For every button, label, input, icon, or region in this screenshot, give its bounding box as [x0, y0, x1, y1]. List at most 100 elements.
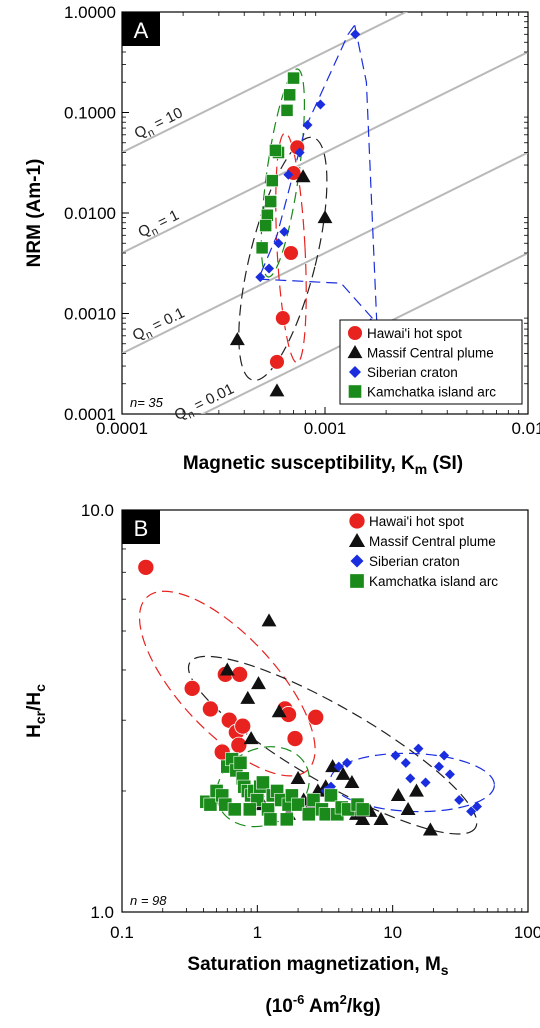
data-point [255, 241, 269, 255]
x-tick-label: 1 [253, 923, 262, 942]
sample-count-b: n = 98 [130, 893, 167, 908]
legend-label: Kamchatka island arc [367, 385, 496, 400]
sample-count-a: n= 35 [130, 395, 164, 410]
data-point [201, 700, 219, 718]
data-point [251, 676, 266, 690]
data-point [280, 104, 294, 117]
legend-b: Hawai'i hot spot Massif Central plume Sibe… [348, 512, 498, 589]
data-points-b [137, 558, 483, 836]
legend-marker [348, 532, 366, 548]
data-point [255, 272, 266, 283]
y-tick-label: 0.0100 [64, 204, 116, 223]
data-point [290, 770, 306, 784]
legend-marker [347, 325, 363, 341]
y-tick-label: 1.0000 [64, 3, 116, 22]
q-line [122, 51, 528, 254]
legend-label: Kamchatka island arc [369, 574, 498, 589]
legend-label: Massif Central plume [367, 346, 494, 361]
data-point [444, 769, 455, 780]
legend-marker [348, 512, 366, 530]
legend-label: Hawai'i hot spot [369, 514, 464, 529]
legend-marker [347, 345, 363, 359]
data-point [279, 812, 294, 827]
data-point [400, 801, 416, 815]
envelope [275, 132, 307, 364]
data-point [344, 775, 360, 789]
data-point [420, 777, 431, 788]
data-point [233, 755, 248, 770]
data-point [405, 773, 416, 784]
data-point [355, 802, 370, 817]
data-point [318, 807, 333, 822]
x-axis-label-b: Saturation magnetization, Ms [187, 954, 448, 978]
panel-label-box-b [122, 510, 160, 544]
data-point [283, 88, 297, 102]
plot-frame-b [121, 509, 529, 913]
data-point [294, 147, 305, 158]
data-point [265, 174, 279, 187]
envelope [238, 136, 328, 381]
data-point [472, 801, 483, 812]
data-point [264, 263, 275, 274]
data-point [240, 690, 256, 704]
data-point [256, 775, 270, 790]
q-line [122, 151, 528, 355]
data-point [269, 383, 285, 397]
data-point [400, 757, 411, 768]
panel-label-b: B [134, 516, 149, 541]
data-point [342, 757, 353, 768]
data-point [269, 144, 282, 157]
data-point [273, 238, 284, 249]
data-point [286, 730, 304, 748]
data-point [264, 195, 278, 208]
legend-marker [349, 366, 361, 378]
data-point [466, 806, 477, 817]
data-point [434, 761, 445, 772]
chart-a: 0.0001 0.001 0.01 0.0001 0.0010 0.0100 0.1000 1… [24, 3, 540, 477]
panel-label-a: A [134, 18, 149, 43]
y-axis-label-a: NRM (Am-1) [24, 159, 45, 268]
data-point [413, 743, 424, 754]
ticks-b: 0.1 1 10 100 1.0 10.0 [81, 501, 540, 942]
x-tick-label: 0.01 [511, 419, 540, 438]
y-tick-label: 0.0010 [64, 305, 116, 324]
data-point [234, 717, 252, 735]
data-point [229, 332, 245, 346]
data-point [390, 750, 401, 761]
data-point [350, 29, 361, 40]
x-axis-units-b: (10-6 Am2/kg) [265, 992, 380, 1017]
y-tick-label: 10.0 [81, 501, 114, 520]
data-point [263, 812, 278, 827]
legend-label: Hawai'i hot spot [367, 326, 462, 341]
x-tick-label: 100 [514, 923, 540, 942]
data-point [333, 761, 344, 772]
data-point [261, 613, 277, 627]
data-point [422, 822, 438, 836]
data-point [283, 169, 294, 180]
data-point [315, 99, 326, 110]
legend-label: Massif Central plume [369, 534, 496, 549]
envelope [187, 655, 478, 835]
legend-label: Siberian craton [367, 365, 458, 380]
data-point [227, 802, 242, 817]
data-point [317, 210, 333, 224]
data-point [295, 169, 311, 183]
legend-marker [349, 573, 365, 589]
data-point [242, 802, 257, 817]
data-point [335, 766, 351, 780]
data-point [259, 219, 272, 232]
data-point [283, 245, 299, 261]
envelope [215, 746, 310, 828]
data-point [230, 736, 248, 754]
y-tick-label: 1.0 [90, 903, 114, 922]
chart-b: 0.1 1 10 100 1.0 10.0 B n = 98 Hcr/Hc Saturat… [24, 501, 540, 1017]
panel-label-box-a [122, 12, 160, 46]
data-point [203, 797, 218, 812]
q-lines [122, 12, 528, 414]
x-tick-label: 0.1 [110, 923, 134, 942]
data-point [269, 354, 285, 370]
q-line [122, 12, 409, 154]
data-point [373, 811, 389, 825]
data-point [390, 787, 406, 801]
